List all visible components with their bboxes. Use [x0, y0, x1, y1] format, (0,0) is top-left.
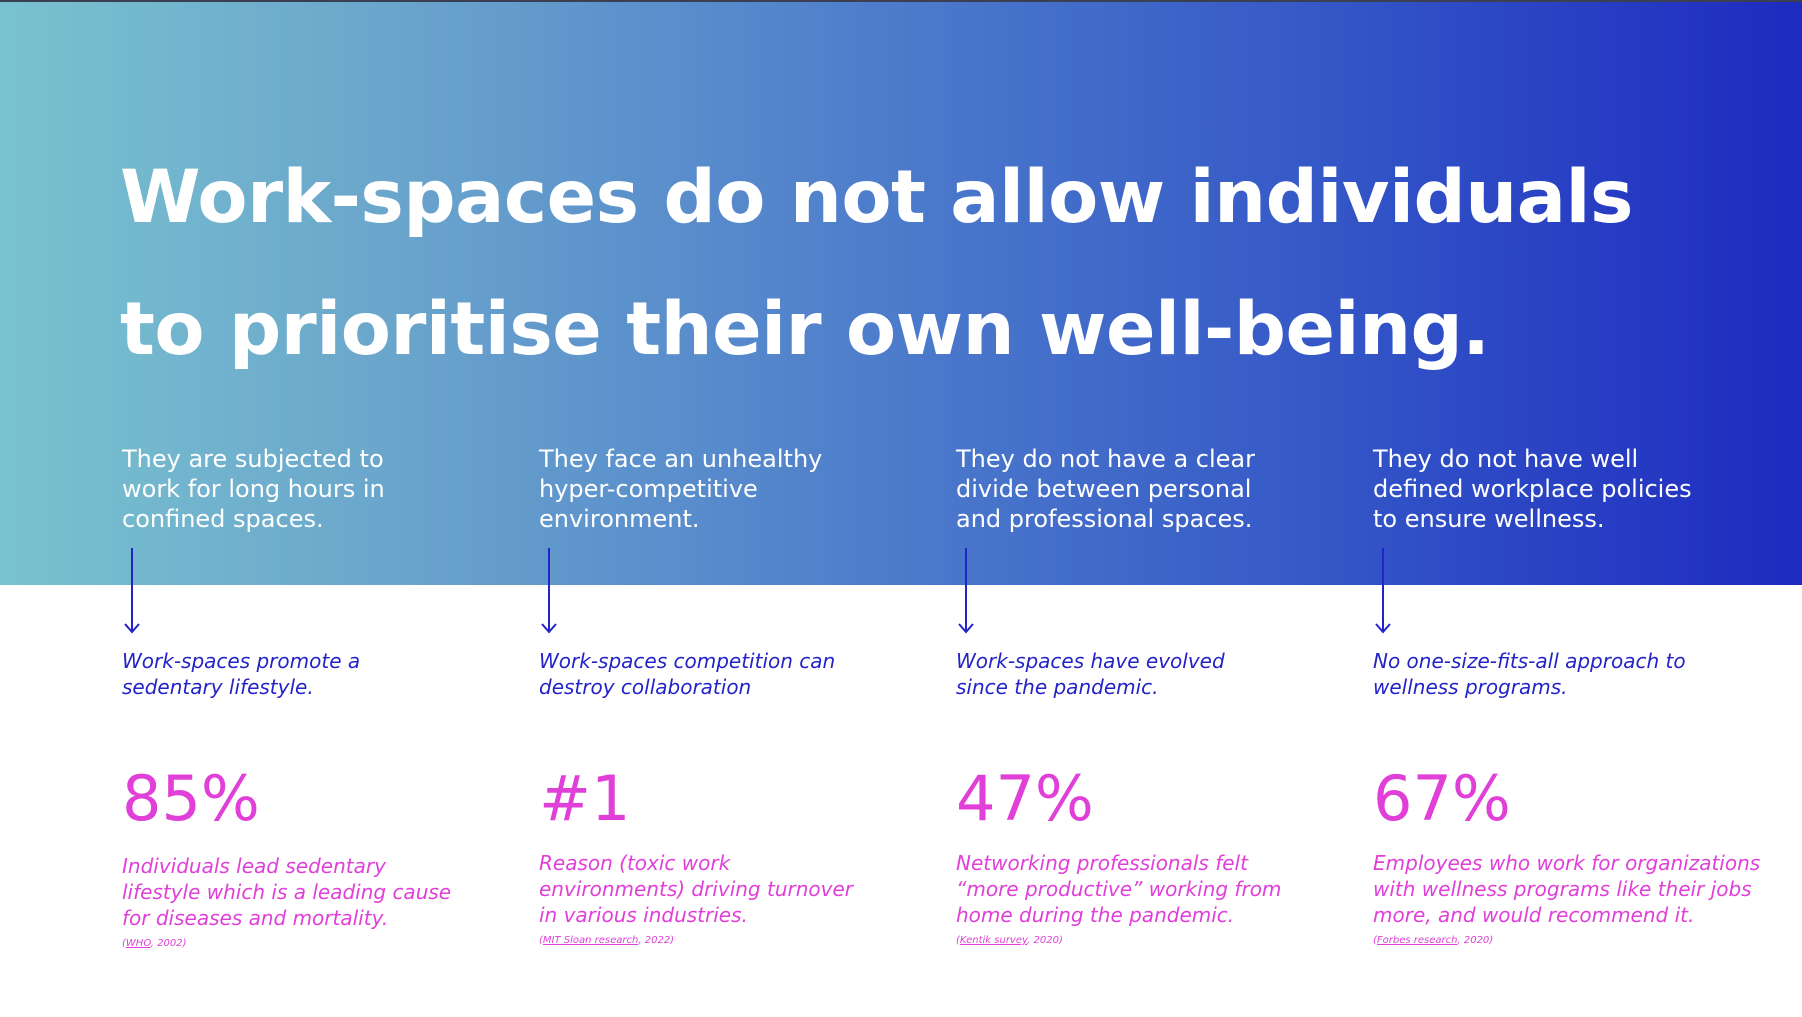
headline-line-2: to prioritise their own well-being.: [120, 287, 1490, 372]
claim-line: and professional spaces.: [956, 505, 1253, 533]
stat-value: #1: [539, 762, 631, 835]
claim-line: They do not have a clear: [956, 445, 1256, 473]
headline-line-1: Work-spaces do not allow individuals: [120, 155, 1633, 240]
stat-desc-line: more, and would recommend it.: [1373, 903, 1695, 927]
citation-year: , 2022): [638, 935, 675, 946]
citation-source-link[interactable]: MIT Sloan research: [542, 935, 639, 946]
claim-line: divide between personal: [956, 475, 1252, 503]
stat-desc-line: environments) driving turnover: [539, 877, 854, 901]
stat-description: Employees who work for organizations wit…: [1373, 850, 1763, 928]
citation-year: , 2020): [1027, 935, 1063, 946]
subline-text: Work-spaces promote a sedentary lifestyl…: [122, 648, 522, 700]
citation-source-link[interactable]: Kentik survey: [959, 935, 1028, 946]
claim-line: to ensure wellness.: [1373, 505, 1605, 533]
stat-value: 67%: [1373, 762, 1511, 835]
citation-source-link[interactable]: Forbes research: [1376, 935, 1458, 946]
subline-line: Work-spaces have evolved: [956, 649, 1225, 673]
claim-text: They face an unhealthy hyper-competitive…: [539, 444, 939, 534]
citation: (Forbes research, 2020): [1373, 935, 1493, 946]
stat-description: Reason (toxic work environments) driving…: [539, 850, 929, 928]
citation-open: (: [956, 935, 960, 946]
citation-year: , 2002): [150, 938, 187, 949]
citation-open: (: [1373, 935, 1377, 946]
hero-banner: [0, 0, 1802, 585]
stat-description: Individuals lead sedentary lifestyle whi…: [122, 853, 512, 931]
stat-desc-line: Individuals lead sedentary: [122, 854, 386, 878]
citation: (MIT Sloan research, 2022): [539, 935, 674, 946]
claim-line: They do not have well: [1373, 445, 1639, 473]
arrow-down-icon: [1373, 548, 1393, 636]
subline-text: Work-spaces have evolved since the pande…: [956, 648, 1356, 700]
citation-source-link[interactable]: WHO: [125, 938, 151, 949]
claim-line: confined spaces.: [122, 505, 324, 533]
citation-open: (: [122, 938, 126, 949]
subline-line: wellness programs.: [1373, 675, 1568, 699]
arrow-down-icon: [122, 548, 142, 636]
stat-desc-line: Employees who work for organizations: [1373, 851, 1761, 875]
arrow-down-icon: [539, 548, 559, 636]
subline-line: Work-spaces competition can: [539, 649, 836, 673]
citation-open: (: [539, 935, 543, 946]
citation: (Kentik survey, 2020): [956, 935, 1063, 946]
claim-text: They do not have a clear divide between …: [956, 444, 1356, 534]
citation-year: , 2020): [1457, 935, 1494, 946]
claim-line: hyper-competitive: [539, 475, 758, 503]
page-headline: Work-spaces do not allow individuals to …: [120, 132, 1680, 396]
stat-desc-line: home during the pandemic.: [956, 903, 1235, 927]
stat-desc-line: Networking professionals felt: [956, 851, 1248, 875]
claim-line: work for long hours in: [122, 475, 385, 503]
subline-text: Work-spaces competition can destroy coll…: [539, 648, 939, 700]
stat-value: 47%: [956, 762, 1094, 835]
subline-line: destroy collaboration: [539, 675, 752, 699]
stat-value: 85%: [122, 762, 260, 835]
stat-desc-line: lifestyle which is a leading cause: [122, 880, 452, 904]
claim-line: environment.: [539, 505, 700, 533]
claim-line: They face an unhealthy: [539, 445, 823, 473]
claim-text: They do not have well defined workplace …: [1373, 444, 1773, 534]
arrow-down-icon: [956, 548, 976, 636]
stat-desc-line: Reason (toxic work: [539, 851, 731, 875]
claim-text: They are subjected to work for long hour…: [122, 444, 522, 534]
claim-line: defined workplace policies: [1373, 475, 1692, 503]
subline-line: Work-spaces promote a: [122, 649, 361, 673]
stat-desc-line: in various industries.: [539, 903, 748, 927]
stat-desc-line: for diseases and mortality.: [122, 906, 389, 930]
stat-desc-line: “more productive” working from: [956, 877, 1282, 901]
citation: (WHO, 2002): [122, 938, 187, 949]
subline-line: sedentary lifestyle.: [122, 675, 314, 699]
subline-line: No one-size-fits-all approach to: [1373, 649, 1686, 673]
stat-desc-line: with wellness programs like their jobs: [1373, 877, 1752, 901]
claim-line: They are subjected to: [122, 445, 384, 473]
subline-line: since the pandemic.: [956, 675, 1159, 699]
stat-description: Networking professionals felt “more prod…: [956, 850, 1346, 928]
subline-text: No one-size-fits-all approach to wellnes…: [1373, 648, 1773, 700]
